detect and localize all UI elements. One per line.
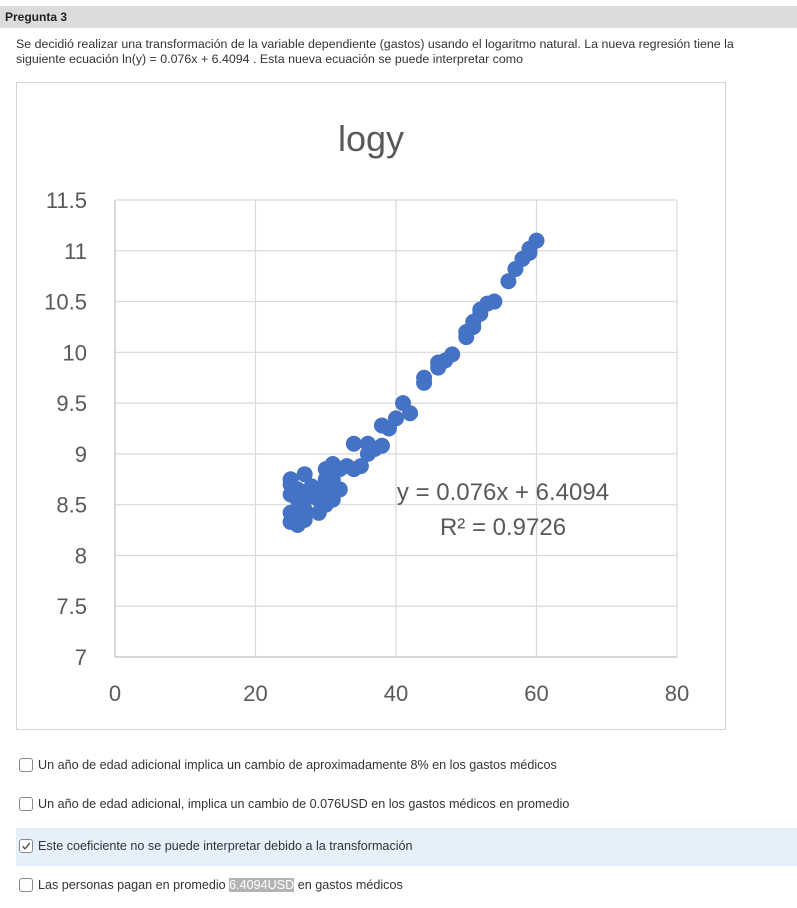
data-point: [352, 458, 369, 475]
data-point: [444, 346, 461, 363]
highlighted-value: 6.4094USD: [229, 878, 295, 892]
answer-label-3: Este coeficiente no se puede interpretar…: [38, 839, 413, 853]
answer-checkbox-3[interactable]: [19, 839, 33, 853]
x-tick-label: 40: [384, 681, 408, 706]
answer-option-4[interactable]: Las personas pagan en promedio 6.4094USD…: [16, 867, 797, 905]
y-tick-label: 7.5: [56, 594, 87, 619]
x-tick-label: 80: [665, 681, 689, 706]
answer-checkbox-1[interactable]: [19, 758, 33, 772]
y-tick-label: 11: [64, 239, 87, 264]
y-tick-label: 10: [63, 340, 87, 365]
scatter-chart: logy 7 7.5 8 8.5 9 9.5 10 10.5 11 11.5 0 20 40 60 80 y =…: [44, 118, 689, 706]
chart-title: logy: [338, 118, 404, 159]
y-tick-label: 7: [75, 645, 87, 670]
checkmark-icon: [21, 842, 31, 850]
question-title: Pregunta 3: [5, 10, 68, 24]
answer-label-1: Un año de edad adicional implica un camb…: [38, 758, 557, 772]
answer-checkbox-4[interactable]: [19, 878, 33, 892]
y-tick-label: 9.5: [56, 391, 87, 416]
data-point: [416, 369, 433, 386]
answer-option-2[interactable]: Un año de edad adicional, implica un cam…: [16, 786, 797, 824]
x-tick-label: 20: [243, 681, 267, 706]
answer-option-1[interactable]: Un año de edad adicional implica un camb…: [16, 747, 797, 785]
data-point: [296, 466, 313, 483]
data-point: [486, 293, 503, 310]
data-point: [296, 511, 313, 528]
y-tick-label: 8.5: [56, 493, 87, 518]
y-tick-label: 8: [75, 543, 87, 568]
y-tick-label: 11.5: [46, 188, 87, 213]
data-point: [345, 435, 362, 452]
question-prompt: Se decidió realizar una transformación d…: [16, 37, 734, 66]
x-tick-label: 0: [109, 681, 121, 706]
x-tick-label: 60: [524, 681, 548, 706]
answer-label-2: Un año de edad adicional, implica un cam…: [38, 797, 570, 811]
question-header: Pregunta 3: [0, 6, 797, 28]
data-point: [402, 405, 419, 422]
trendline-equation: y = 0.076x + 6.4094: [397, 479, 609, 506]
data-point: [388, 410, 404, 427]
answer-label-4: Las personas pagan en promedio 6.4094USD…: [38, 878, 403, 892]
answer-checkbox-2[interactable]: [19, 797, 33, 811]
y-tick-label: 10.5: [44, 290, 87, 315]
r-squared-label: R² = 0.9726: [440, 514, 566, 541]
answer-option-3[interactable]: Este coeficiente no se puede interpretar…: [16, 828, 797, 866]
data-point: [528, 232, 545, 249]
data-point: [500, 273, 517, 290]
data-point: [373, 437, 390, 454]
data-point: [331, 481, 348, 498]
chart-container: logy 7 7.5 8 8.5 9 9.5 10 10.5 11 11.5 0 20 40 60 80 y =…: [16, 82, 726, 730]
y-tick-label: 9: [75, 442, 87, 467]
